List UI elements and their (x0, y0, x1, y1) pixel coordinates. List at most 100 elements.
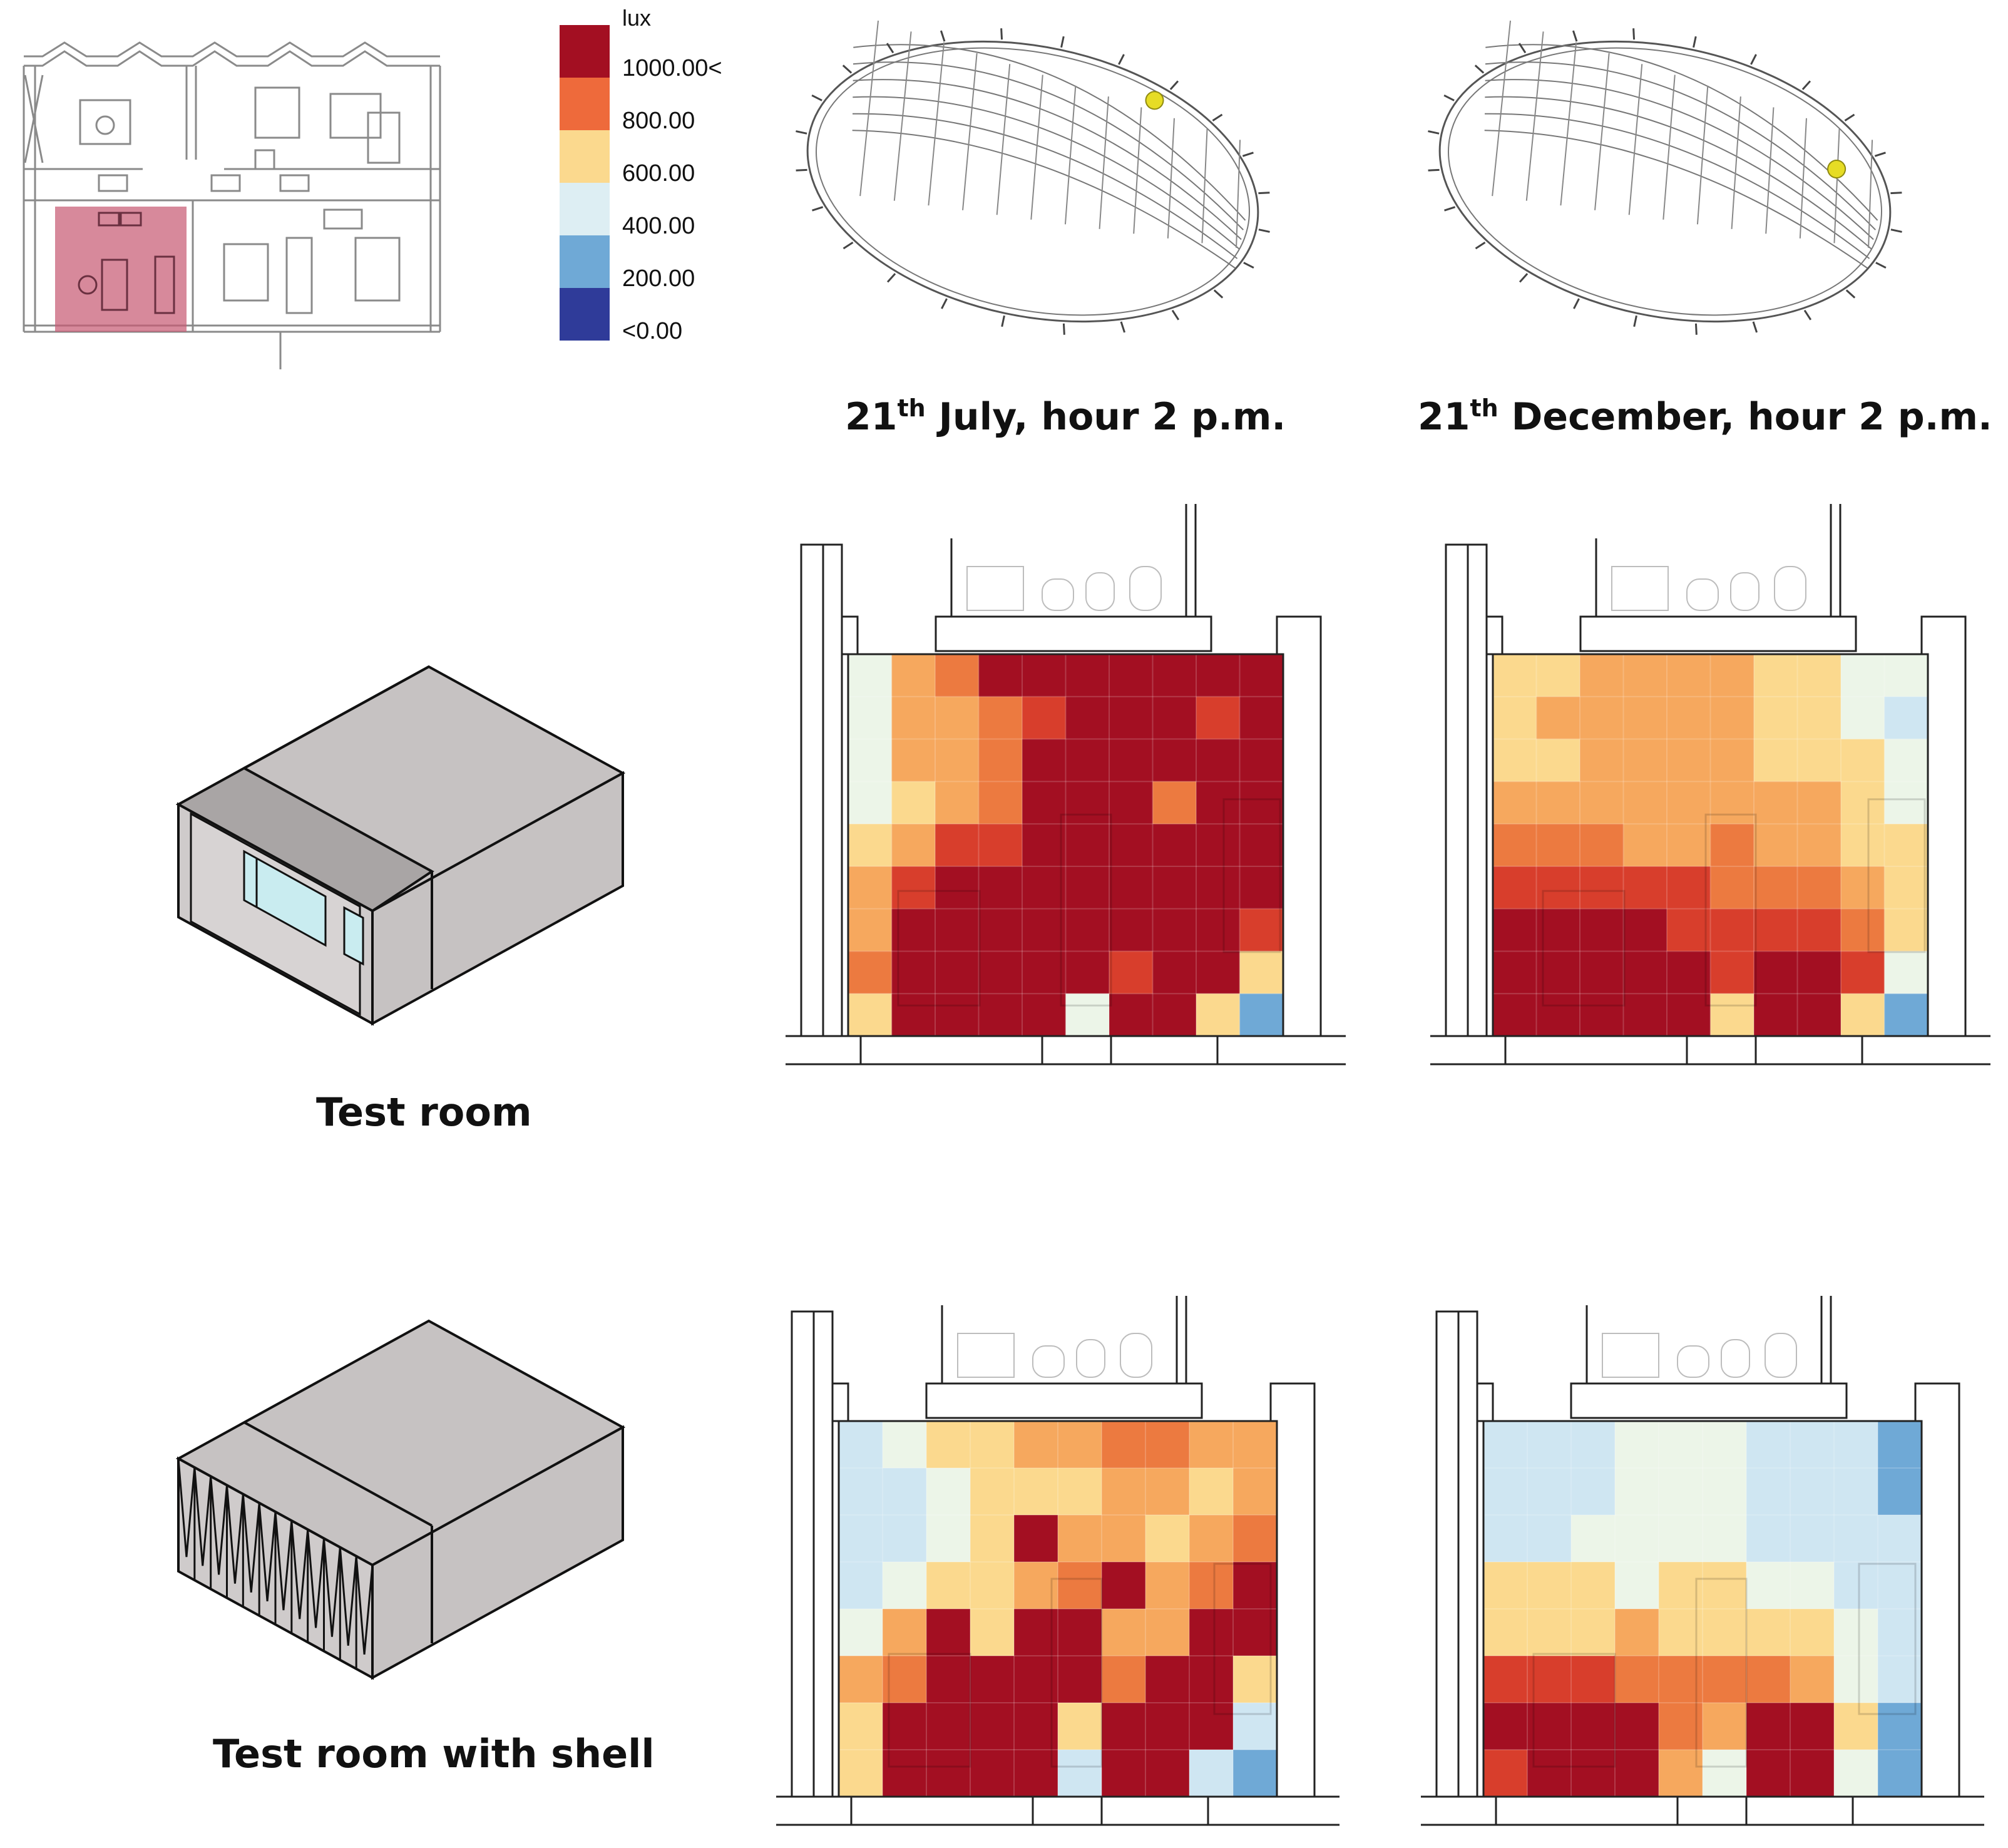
legend-label-800: 800.00 (622, 108, 695, 134)
heatmap-cell (978, 908, 1023, 952)
heatmap-cell (978, 824, 1023, 867)
heatmap-cell (1703, 1468, 1747, 1516)
heatmap-cell (1790, 1468, 1835, 1516)
heatmap-cell (1703, 1515, 1747, 1563)
heatmap-cell (970, 1515, 1015, 1563)
heatmap-cell (1878, 1562, 1922, 1609)
heatmap-cell (1834, 1515, 1878, 1563)
heatmap-cell (1493, 654, 1537, 697)
heatmap-cell (1483, 1656, 1528, 1703)
heatmap-cell (1145, 1656, 1190, 1703)
heatmap-cell (1615, 1421, 1659, 1469)
heatmap-cell (970, 1656, 1015, 1703)
heatmap-cell (839, 1656, 883, 1703)
heatmap-cell (1703, 1656, 1747, 1703)
heatmap-cell (848, 908, 892, 952)
heatmap-cell (1527, 1468, 1572, 1516)
heatmap-cell (1233, 1750, 1278, 1797)
heatmap-cell (1790, 1656, 1835, 1703)
heatmap-cell (1102, 1515, 1146, 1563)
heatmap-cell (1102, 1609, 1146, 1656)
heatmap-cell (1152, 951, 1197, 994)
heatmap-cell (883, 1750, 927, 1797)
heatmap-cell (1058, 1515, 1102, 1563)
heatmap-cell (1145, 1562, 1190, 1609)
heatmap-cell (1014, 1703, 1058, 1750)
heatmap-cell (1536, 908, 1580, 952)
heatmap-cell (1196, 866, 1240, 910)
heatmap-cell (883, 1421, 927, 1469)
heatmap-cell (891, 696, 936, 740)
heatmap-cell (1754, 866, 1798, 910)
heatmap-cell (1189, 1609, 1234, 1656)
heatmap-cell (1667, 908, 1711, 952)
heatmap-cell (970, 1750, 1015, 1797)
heatmap-cell (926, 1421, 971, 1469)
heatmap-cell (1659, 1562, 1703, 1609)
heatmap-cell (1109, 824, 1153, 867)
heatmap-cell (1571, 1609, 1616, 1656)
heatmap-cell (839, 1750, 883, 1797)
heatmap-cell (1145, 1421, 1190, 1469)
heatmap-cell (1109, 993, 1153, 1037)
legend-swatch (560, 130, 610, 183)
heatmap-cell (1233, 1515, 1278, 1563)
heatmap-cell (1109, 951, 1153, 994)
heatmap-cell (1580, 654, 1624, 697)
heatmap-cell (1109, 908, 1153, 952)
heatmap-cell (1196, 781, 1240, 824)
heatmap-cell (891, 993, 936, 1037)
heatmap-cell (1710, 908, 1754, 952)
isometric-test-room-shell (175, 1312, 632, 1700)
heatmap-cell (1058, 1562, 1102, 1609)
heatmap-cell (1667, 654, 1711, 697)
heatmap-cell (1058, 1609, 1102, 1656)
heatmap-cell (1667, 781, 1711, 824)
heatmap-cell (1022, 739, 1066, 782)
heatmap-cell (1102, 1468, 1146, 1516)
heatmap-cell (1797, 908, 1842, 952)
heatmap-cell (1841, 908, 1885, 952)
heatmap-cell (1493, 739, 1537, 782)
heatmap-cell (1527, 1515, 1572, 1563)
heatmap-cell (1841, 866, 1885, 910)
heatmap-cell (1659, 1703, 1703, 1750)
heatmap-cell (1152, 654, 1197, 697)
heatmap-cell (848, 866, 892, 910)
heatmap-cell (1710, 951, 1754, 994)
heatmap-cell (1797, 993, 1842, 1037)
lux-legend: lux 1000.00< 800.00 600.00 400.00 200.00… (557, 0, 770, 351)
heatmap-cell (1703, 1609, 1747, 1656)
heatmap-cell (1145, 1515, 1190, 1563)
heatmap-cell (1659, 1468, 1703, 1516)
sunpath-july (782, 13, 1283, 363)
heatmap-cell (1790, 1562, 1835, 1609)
heatmap-cell (1703, 1750, 1747, 1797)
heatmap-cell (1884, 993, 1929, 1037)
heatmap-cell (848, 739, 892, 782)
heatmap-cell (1014, 1515, 1058, 1563)
column-title-december: 21th December, hour 2 p.m. (1418, 394, 1992, 439)
heatmap-cell (1834, 1562, 1878, 1609)
heatmap-cell (1834, 1468, 1878, 1516)
heatmap-cell (1536, 739, 1580, 782)
heatmap-cell (1189, 1562, 1234, 1609)
heatmap-cell (1841, 739, 1885, 782)
heatmap-cell (1580, 993, 1624, 1037)
heatmap-cell (1189, 1656, 1234, 1703)
heatmap-cell (1102, 1562, 1146, 1609)
heatmap-cell (1109, 866, 1153, 910)
heatmap-cell (1493, 908, 1537, 952)
heatmap-cell (1746, 1468, 1791, 1516)
heatmap-cell (1145, 1609, 1190, 1656)
heatmap-cell (1703, 1703, 1747, 1750)
heatmap-cell (1841, 824, 1885, 867)
heatmap-cell (1152, 696, 1197, 740)
heatmap-cell (1790, 1609, 1835, 1656)
heatmap-cell (1102, 1656, 1146, 1703)
heatmap-cell (1703, 1421, 1747, 1469)
heatmap-cell (1580, 908, 1624, 952)
heatmap-cell (1065, 654, 1110, 697)
heatmap-cell (1710, 654, 1754, 697)
caption-test-room-shell: Test room with shell (213, 1731, 655, 1777)
